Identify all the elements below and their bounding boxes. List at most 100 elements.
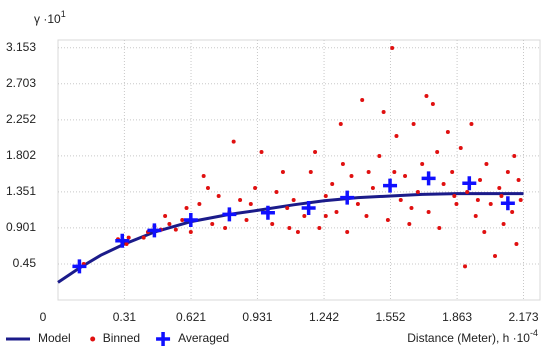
binned-point xyxy=(452,194,457,198)
averaged-point xyxy=(383,178,398,193)
binned-point xyxy=(323,214,328,218)
binned-point xyxy=(360,98,365,102)
binned-point xyxy=(458,146,463,150)
binned-point xyxy=(330,182,335,186)
y-tick-label: 0.45 xyxy=(13,256,37,270)
binned-point xyxy=(274,190,279,194)
binned-point xyxy=(435,150,440,154)
legend-label: Model xyxy=(38,331,71,345)
binned-point xyxy=(355,202,360,206)
binned-point xyxy=(497,186,502,190)
binned-point xyxy=(392,170,397,174)
binned-point xyxy=(510,210,515,214)
y-axis-label: γ ·101 xyxy=(34,9,66,26)
plot-frame xyxy=(57,39,541,301)
binned-point xyxy=(238,198,243,202)
binned-point xyxy=(501,222,506,226)
binned-point xyxy=(450,170,455,174)
binned-point xyxy=(197,202,202,206)
binned-point xyxy=(280,170,285,174)
binned-point xyxy=(445,130,450,134)
binned-point xyxy=(469,122,474,126)
binned-point xyxy=(244,218,249,222)
averaged-point xyxy=(421,171,436,186)
binned-point xyxy=(409,206,414,210)
y-tick-label: 2.252 xyxy=(6,112,36,126)
x-label-exponent: -4 xyxy=(530,328,538,338)
binned-point xyxy=(516,178,521,182)
binned-point xyxy=(484,162,489,166)
y-tick-label: 3.153 xyxy=(6,40,36,54)
binned-point xyxy=(167,222,172,226)
binned-point xyxy=(340,162,345,166)
x-tick-label: 1.552 xyxy=(375,310,405,324)
averaged-point xyxy=(147,223,162,238)
binned-point xyxy=(163,214,168,218)
binned-point xyxy=(338,122,343,126)
y-label-exponent: 1 xyxy=(61,9,66,19)
binned-point xyxy=(259,150,264,154)
binned-point xyxy=(201,174,206,178)
binned-point xyxy=(415,190,420,194)
y-tick-label: 0.901 xyxy=(6,220,36,234)
binned-point xyxy=(482,230,487,234)
x-tick-label: 0 xyxy=(40,310,47,324)
binned-point xyxy=(287,226,292,230)
binned-point xyxy=(454,202,459,206)
binned-point xyxy=(398,198,403,202)
legend-swatch xyxy=(90,336,96,342)
binned-point xyxy=(253,186,258,190)
binned-point xyxy=(223,226,228,230)
x-tick-label: 0.621 xyxy=(176,310,206,324)
binned-point xyxy=(291,198,296,202)
binned-point xyxy=(205,186,210,190)
legend-label: Averaged xyxy=(178,331,229,345)
legend-label: Binned xyxy=(103,331,140,345)
model-line xyxy=(57,192,524,284)
binned-point xyxy=(437,226,442,230)
x-tick-label: 1.242 xyxy=(309,310,339,324)
binned-point xyxy=(285,206,290,210)
binned-point xyxy=(323,194,328,198)
averaged-point xyxy=(260,205,275,220)
binned-point xyxy=(518,198,523,202)
x-tick-label: 0.931 xyxy=(242,310,272,324)
binned-point xyxy=(349,174,354,178)
binned-point xyxy=(141,235,146,240)
binned-point xyxy=(317,226,322,230)
binned-point xyxy=(488,202,493,206)
binned-point xyxy=(370,186,375,190)
binned-point xyxy=(465,190,470,194)
binned-point xyxy=(441,182,446,186)
averaged-point xyxy=(72,259,87,274)
x-tick-label: 0.31 xyxy=(113,310,137,324)
binned-point xyxy=(499,194,504,198)
legend-swatch xyxy=(156,332,171,346)
x-axis-label: Distance (Meter), h ·10-4 xyxy=(407,328,538,345)
binned-point xyxy=(248,202,253,206)
binned-point xyxy=(188,230,193,234)
binned-point xyxy=(302,214,307,218)
binned-point xyxy=(377,154,382,158)
binned-point xyxy=(313,150,318,154)
binned-point xyxy=(514,242,519,246)
y-tick-label: 2.703 xyxy=(6,76,36,90)
binned-point xyxy=(390,46,395,50)
x-tick-label: 2.173 xyxy=(508,310,538,324)
binned-point xyxy=(345,230,350,234)
binned-point xyxy=(173,227,178,232)
y-tick-label: 1.351 xyxy=(6,184,36,198)
y-label-text: γ ·10 xyxy=(34,12,61,26)
binned-point xyxy=(216,194,221,198)
binned-point xyxy=(366,170,371,174)
binned-point xyxy=(308,170,313,174)
binned-point xyxy=(430,102,435,106)
binned-point xyxy=(364,214,369,218)
binned-point xyxy=(180,218,185,222)
averaged-point xyxy=(115,233,130,248)
binned-point xyxy=(420,162,425,166)
averaged-point xyxy=(183,213,198,227)
binned-point xyxy=(473,214,478,218)
binned-point xyxy=(210,222,215,226)
binned-point xyxy=(394,134,399,138)
